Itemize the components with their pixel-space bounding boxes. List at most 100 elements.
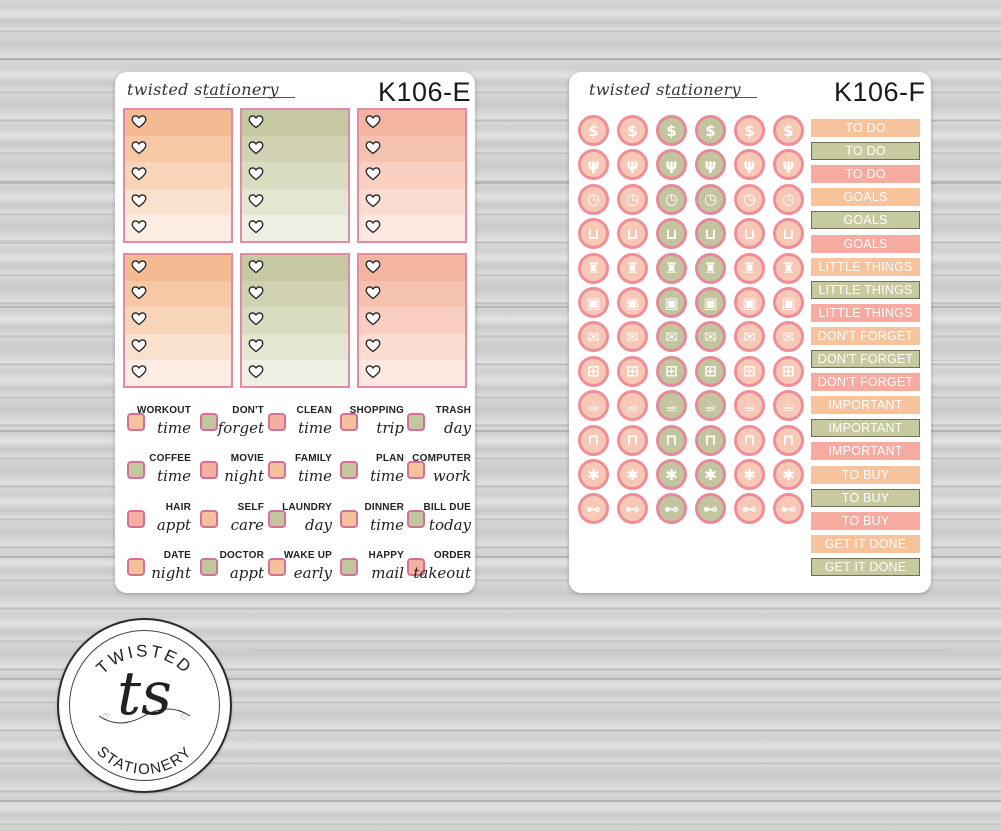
trash-can-icon: ⊓ — [656, 424, 687, 456]
sticker-word-caps: WORKOUT — [136, 405, 191, 416]
heart-checkbox-icon — [365, 166, 381, 181]
clock-icon: ◷ — [578, 183, 609, 215]
asterisk-icon: ✱ — [734, 459, 765, 490]
heart-checkbox-icon — [131, 193, 147, 208]
sticker-illustration-icon — [200, 510, 218, 528]
sticker-illustration-icon — [127, 461, 145, 479]
gift-icon: ⊞ — [617, 355, 648, 387]
heart-checkbox-icon — [248, 285, 264, 300]
asterisk-icon: ✱ — [773, 459, 804, 490]
clock-icon: ◷ — [773, 183, 804, 215]
sticker-word-script: appt — [156, 516, 191, 534]
cart-icon: ⊔ — [695, 218, 726, 250]
heart-checkbox-icon — [365, 259, 381, 274]
logo-monogram: ts — [117, 659, 172, 729]
label-strip: TO BUY — [811, 465, 920, 484]
gift-icon: ⊞ — [578, 355, 609, 387]
label-strip: TO DO — [811, 165, 920, 184]
trash-can-icon: ⊓ — [773, 424, 804, 456]
sticker-word-caps: FAMILY — [295, 453, 332, 464]
sticker-word-script: time — [298, 419, 332, 437]
sticker-word-caps: ORDER — [433, 550, 471, 561]
cart-icon: ⊔ — [734, 218, 765, 250]
label-strip: GOALS — [811, 234, 920, 253]
svg-text:STATIONERY: STATIONERY — [94, 743, 196, 778]
sticker-word-script: time — [157, 419, 191, 437]
logo-ring-text: TWISTED STATIONERY ♡ ♡ — [93, 641, 196, 778]
heart-checkbox-icon — [365, 114, 381, 129]
word-sticker: WORKOUT time — [125, 403, 193, 443]
sticker-word-caps: MOVIE — [230, 453, 264, 464]
sticker-word-caps: CLEAN — [296, 405, 332, 416]
sticker-word-script: appt — [229, 564, 264, 582]
sticker-word-caps: SELF — [237, 502, 264, 513]
wood-plank-seam — [0, 182, 1001, 184]
envelope-icon: ✉ — [617, 321, 648, 353]
dollar-icon: $ — [617, 115, 648, 146]
sticker-illustration-icon — [407, 461, 425, 479]
wood-grain — [250, 650, 950, 651]
word-sticker: PLAN time — [338, 451, 406, 491]
dollar-icon: $ — [734, 115, 765, 146]
heart-checkbox-icon — [131, 140, 147, 155]
fork-knife-icon: ψ — [773, 149, 804, 181]
envelope-icon: ✉ — [656, 321, 687, 353]
sticker-word-script: care — [230, 516, 264, 534]
word-sticker: ORDER takeout — [405, 548, 473, 588]
dollar-icon: $ — [695, 115, 726, 146]
sticker-word-caps: DATE — [163, 550, 191, 561]
spray-bottle-icon: ♜ — [617, 252, 648, 284]
heart-checkbox-icon — [131, 311, 147, 326]
label-strip: DON'T FORGET — [811, 373, 920, 392]
heart-checkbox-icon — [248, 114, 264, 129]
dollar-icon: $ — [578, 115, 609, 146]
spray-bottle-icon: ♜ — [734, 252, 765, 284]
fork-knife-icon: ψ — [617, 149, 648, 181]
dumbbell-icon: ⊷ — [695, 493, 726, 525]
label-strip: TO DO — [811, 142, 920, 161]
sticker-illustration-icon — [127, 558, 145, 576]
sticker-word-caps: SHOPPING — [349, 405, 404, 416]
wood-grain — [0, 20, 400, 21]
wood-plank-seam — [0, 800, 1001, 802]
dumbbell-icon: ⊷ — [773, 493, 804, 525]
logo-flourish — [98, 708, 191, 724]
sticker-word-script: early — [293, 564, 332, 582]
heart-checkbox-icon — [365, 338, 381, 353]
label-strip: LITTLE THINGS — [811, 303, 920, 322]
coffee-cup-icon: ☕ — [578, 390, 609, 422]
heart-checkbox-icon — [248, 259, 264, 274]
sticker-illustration-icon — [407, 413, 425, 431]
word-sticker: COMPUTER work — [405, 451, 473, 491]
fork-knife-icon: ψ — [656, 149, 687, 181]
laundry-icon: ▣ — [578, 287, 609, 318]
heart-checkbox-icon — [365, 311, 381, 326]
heart-checkbox-icon — [248, 219, 264, 234]
coffee-cup-icon: ☕ — [773, 390, 804, 422]
sticker-illustration-icon — [127, 413, 145, 431]
heart-checkbox-icon — [248, 338, 264, 353]
heart-checkbox-icon — [365, 193, 381, 208]
sticker-illustration-icon — [200, 558, 218, 576]
label-strip: GET IT DONE — [811, 557, 920, 576]
heart-checkbox-icon — [365, 285, 381, 300]
word-sticker: SELF care — [198, 500, 266, 540]
word-sticker: DINNER time — [338, 500, 406, 540]
dumbbell-icon: ⊷ — [578, 493, 609, 525]
logo-heart-icon: ♡ — [180, 713, 188, 723]
label-strip: TO DO — [811, 119, 920, 137]
sticker-word-script: takeout — [413, 564, 471, 582]
sticker-illustration-icon — [340, 413, 358, 431]
logo-heart-icon: ♡ — [102, 713, 110, 723]
gift-icon: ⊞ — [734, 355, 765, 387]
spray-bottle-icon: ♜ — [578, 252, 609, 284]
word-sticker: HAIR appt — [125, 500, 193, 540]
cart-icon: ⊔ — [617, 218, 648, 250]
sticker-word-script: time — [157, 467, 191, 485]
dumbbell-icon: ⊷ — [734, 493, 765, 525]
trash-can-icon: ⊓ — [578, 424, 609, 456]
coffee-cup-icon: ☕ — [656, 390, 687, 422]
heart-checkbox-icon — [131, 338, 147, 353]
word-sticker: TRASH day — [405, 403, 473, 443]
word-sticker: BILL DUE today — [405, 500, 473, 540]
